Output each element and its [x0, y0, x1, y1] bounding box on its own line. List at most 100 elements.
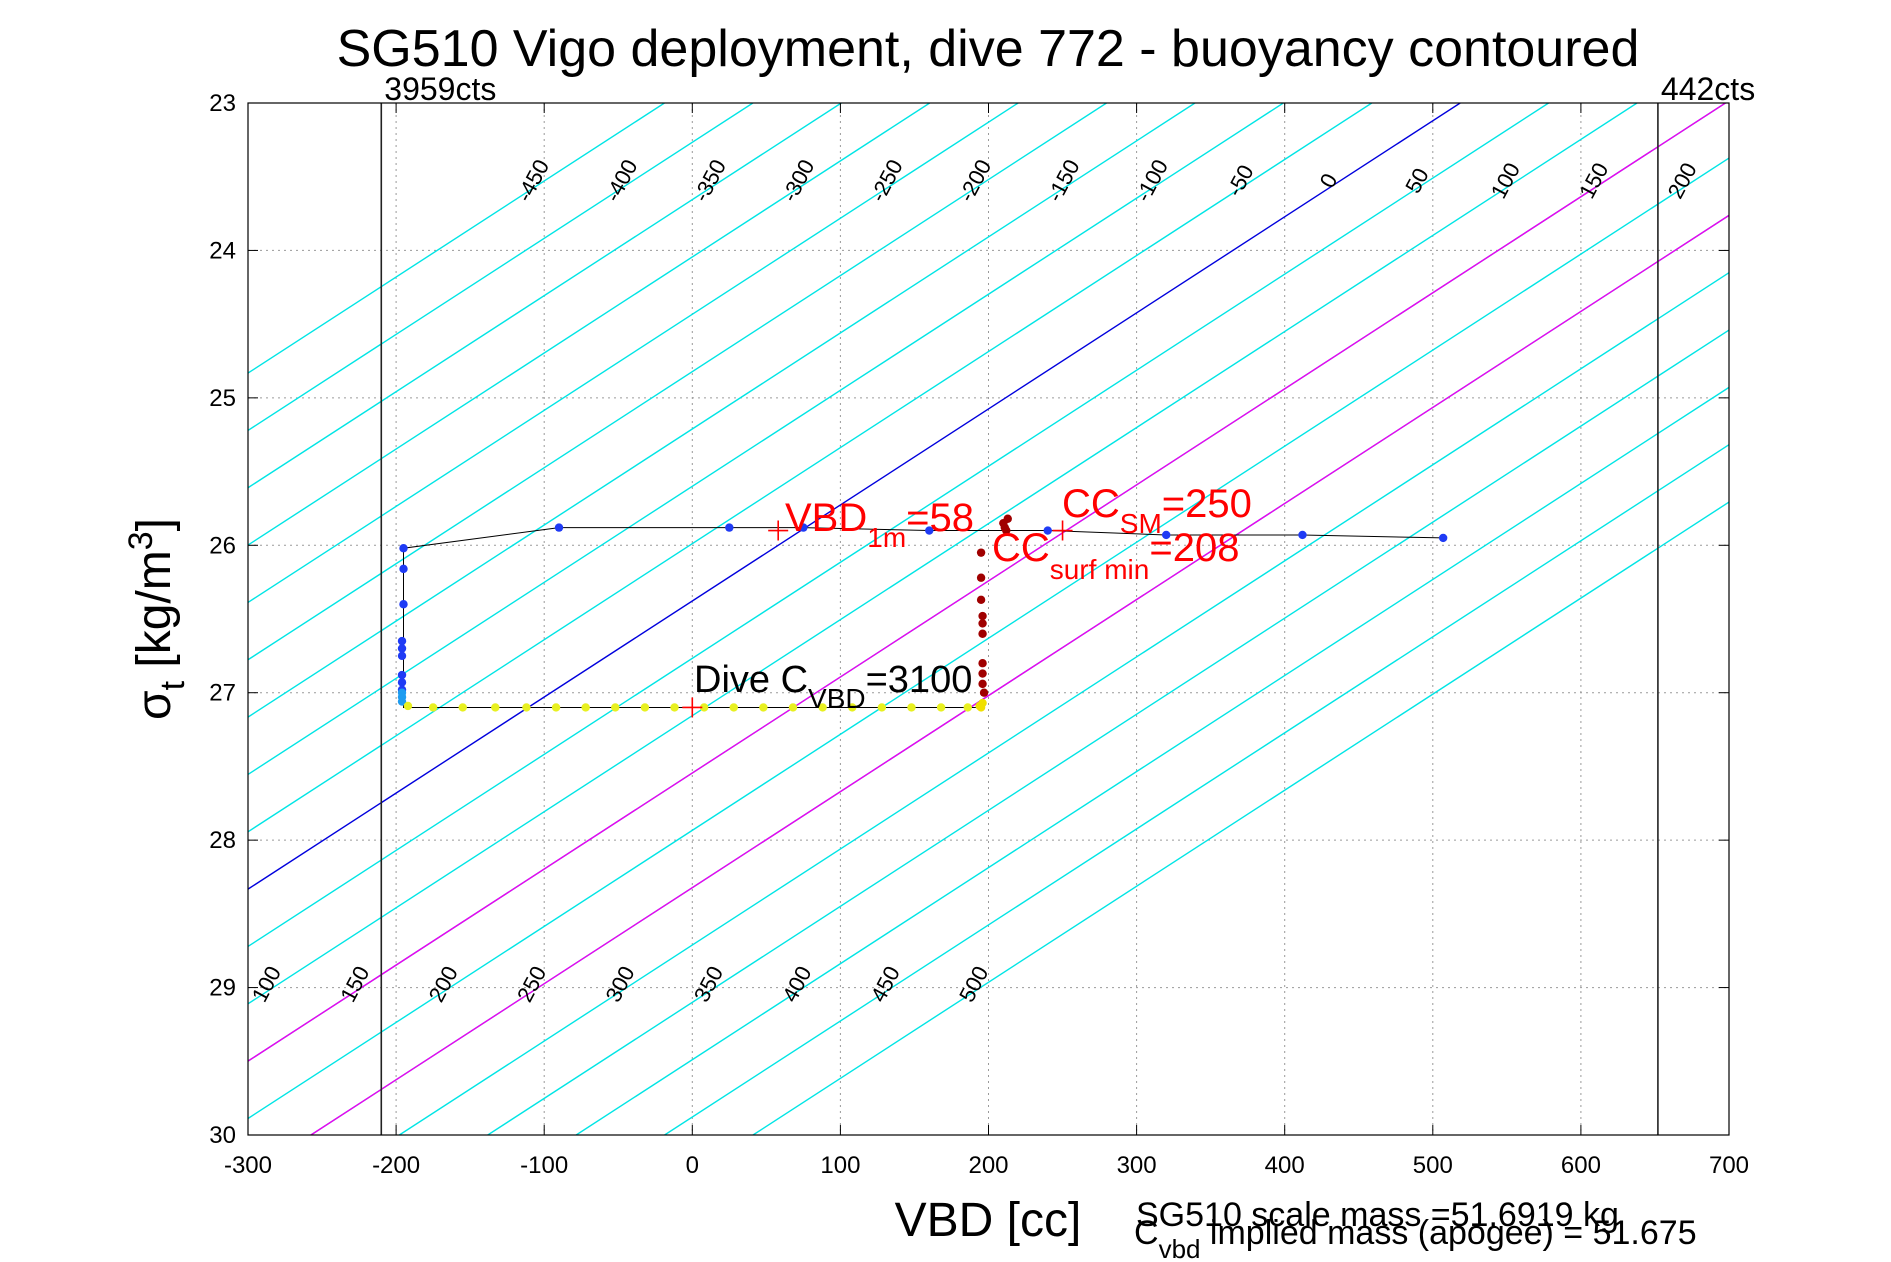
data-point: [818, 703, 827, 712]
data-point: [640, 703, 650, 712]
data-point: [877, 703, 887, 712]
contour-line: [664, 443, 1729, 1135]
contour-line: [248, 103, 1107, 661]
data-point: [978, 659, 987, 668]
x-tick-label: -100: [520, 1152, 568, 1179]
contour-label: 150: [335, 962, 374, 1006]
contour-line: [310, 214, 1729, 1135]
contour-line: [248, 103, 842, 489]
data-point: [963, 703, 972, 712]
data-point: [1162, 530, 1171, 540]
scale-mass-note: SG510 scale mass =51.6919 kg: [1136, 1196, 1619, 1234]
contour-label: 100: [247, 962, 286, 1006]
contour-label: 300: [600, 962, 639, 1006]
x-tick-label: 400: [1265, 1152, 1305, 1179]
ccsm-value: =250: [1162, 482, 1252, 526]
axis-ticks: -300 -200 -100 0 100 200 300 400 500 600 700232425…: [209, 90, 1749, 1179]
y-label-sup: 3: [122, 531, 160, 550]
contour-line: [248, 103, 1284, 776]
ccsurf-sub: surf min: [1050, 554, 1150, 585]
contour-line: [248, 103, 665, 374]
dive-cvbd-annotation: Dive CVBD=3100: [694, 659, 972, 714]
contour-label: 250: [512, 962, 551, 1006]
contour-label: 100: [1486, 158, 1525, 202]
ccsm-annotation: CCSM=250: [1062, 482, 1252, 539]
contour-label: 50: [1400, 164, 1434, 197]
dive-cvbd-main: Dive C: [694, 659, 808, 701]
data-point: [907, 703, 916, 712]
special-contour: [248, 103, 1726, 1062]
data-point: [925, 526, 934, 535]
vbd1m-sub: 1m: [867, 522, 906, 553]
contour-line: [248, 103, 754, 432]
data-point: [399, 544, 408, 553]
y-tick-label: 23: [209, 90, 236, 117]
vbd-limit-label: 442cts: [1661, 71, 1755, 107]
data-point: [978, 611, 987, 621]
contour-label: -400: [600, 155, 643, 206]
vbd1m-main: VBD: [785, 496, 867, 540]
data-point: [788, 703, 798, 712]
x-tick-label: 500: [1413, 1152, 1453, 1179]
data-point: [978, 619, 987, 628]
data-point: [1438, 533, 1448, 543]
contour-line: [752, 501, 1729, 1135]
data-point: [978, 679, 987, 689]
contour-label: -300: [777, 155, 820, 206]
contour-label: -100: [1130, 155, 1173, 206]
contour-line: [248, 103, 1019, 604]
data-point: [936, 703, 946, 712]
data-point: [551, 703, 561, 712]
contour-line: [575, 386, 1729, 1135]
chart-title: SG510 Vigo deployment, dive 772 - buoyan…: [337, 20, 1640, 78]
y-tick-label: 24: [209, 237, 236, 264]
zero-buoyancy-contour: [248, 103, 1461, 890]
data-point: [403, 701, 413, 711]
implied-main: C: [1134, 1214, 1159, 1252]
data-point: [397, 636, 407, 646]
data-point: [397, 678, 407, 687]
ccsurf-main: CC: [992, 526, 1050, 570]
y-tick-label: 25: [209, 385, 236, 412]
contour-label: -200: [954, 155, 997, 206]
ccsurf-value: =208: [1149, 526, 1239, 570]
data-point: [670, 703, 679, 712]
data-points: [397, 514, 1448, 712]
data-point: [428, 703, 438, 712]
dive-cvbd-sub: VBD: [808, 683, 866, 714]
data-point: [397, 644, 407, 653]
data-point: [397, 697, 407, 706]
data-point: [397, 651, 407, 661]
data-point: [759, 703, 768, 712]
special-contour: [310, 214, 1729, 1135]
data-point: [976, 548, 986, 557]
y-tick-label: 29: [209, 975, 236, 1002]
x-tick-label: 200: [968, 1152, 1008, 1179]
contour-line: [248, 103, 1638, 1005]
y-label-sigma: σ: [128, 690, 181, 720]
data-point: [978, 629, 987, 638]
contour-label: -250: [865, 155, 908, 206]
data-point: [1298, 530, 1307, 540]
x-axis-label: VBD [cc]: [895, 1194, 1082, 1247]
data-point: [397, 670, 407, 680]
contour-label: 200: [1663, 158, 1702, 202]
data-point: [848, 703, 857, 712]
contour-label: 150: [1574, 158, 1613, 202]
x-tick-label: 100: [820, 1152, 860, 1179]
data-point: [978, 669, 987, 678]
implied-sub: vbd: [1159, 1234, 1201, 1262]
contour-labels: -450 -400 -350 -300 -250 -200 -150 -100 -50 0 50 10…: [247, 155, 1702, 1006]
vbd1m-value: =58: [906, 496, 974, 540]
contour-line: [487, 329, 1729, 1135]
contour-line: [248, 157, 1729, 1120]
contour-line: [248, 103, 931, 546]
ccsm-sub: SM: [1120, 508, 1162, 539]
x-tick-label: -200: [372, 1152, 420, 1179]
plus-marker: [768, 520, 789, 541]
data-point: [799, 523, 808, 532]
contour-label: -150: [1042, 155, 1085, 206]
contour-label: 200: [424, 962, 463, 1006]
data-point: [611, 703, 620, 712]
